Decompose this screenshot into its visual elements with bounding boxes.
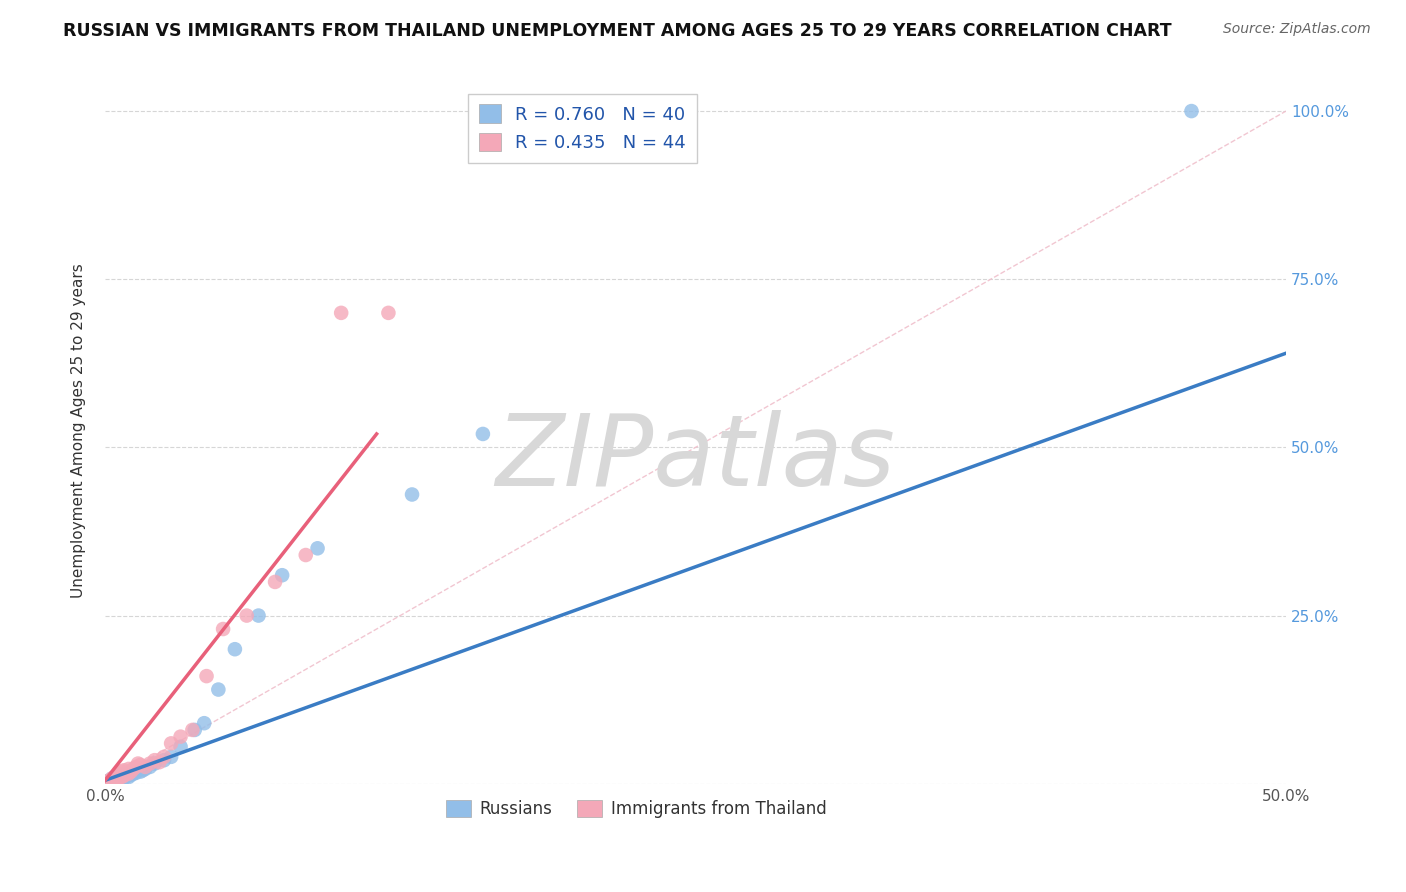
Point (122, 762, 145, 776)
Point (110, 770, 132, 784)
Point (153, 749, 176, 764)
Point (195, 669, 218, 683)
Point (125, 766, 148, 780)
Point (120, 768, 142, 782)
Point (294, 548, 316, 562)
Point (101, 772, 124, 786)
Point (193, 716, 215, 731)
Point (139, 760, 162, 774)
Point (112, 769, 135, 783)
Point (212, 622, 235, 636)
Text: RUSSIAN VS IMMIGRANTS FROM THAILAND UNEMPLOYMENT AMONG AGES 25 TO 29 YEARS CORRE: RUSSIAN VS IMMIGRANTS FROM THAILAND UNEM… (63, 22, 1171, 40)
Point (184, 723, 207, 737)
Point (108, 766, 131, 780)
Point (134, 762, 156, 776)
Point (148, 755, 170, 769)
Point (103, 773, 125, 788)
Point (105, 774, 128, 789)
Legend: Russians, Immigrants from Thailand: Russians, Immigrants from Thailand (440, 793, 834, 825)
Point (98, 773, 121, 788)
Point (120, 764, 142, 779)
Point (117, 766, 139, 780)
Point (110, 764, 132, 779)
Point (122, 766, 145, 780)
Point (101, 772, 124, 786)
Point (117, 766, 139, 780)
Text: ZIPatlas: ZIPatlas (495, 410, 896, 508)
Point (115, 769, 138, 783)
Point (108, 771, 131, 785)
Point (105, 769, 128, 783)
Point (96, 774, 118, 789)
Point (207, 682, 229, 697)
Point (134, 760, 156, 774)
Point (377, 306, 399, 320)
Point (96, 775, 118, 789)
Point (105, 772, 128, 786)
Point (153, 753, 176, 767)
Text: Source: ZipAtlas.com: Source: ZipAtlas.com (1223, 22, 1371, 37)
Point (139, 756, 162, 771)
Point (129, 758, 152, 772)
Point (224, 642, 246, 657)
Point (101, 772, 124, 787)
Point (169, 730, 191, 744)
Point (330, 306, 353, 320)
Point (110, 771, 132, 785)
Point (169, 739, 191, 754)
Point (101, 774, 124, 789)
Point (115, 766, 138, 780)
Point (96, 774, 118, 789)
Point (117, 762, 139, 776)
Point (160, 749, 183, 764)
Point (471, 426, 494, 441)
Point (271, 568, 294, 582)
Point (112, 764, 135, 778)
Point (103, 770, 125, 784)
Point (98, 775, 121, 789)
Point (101, 774, 124, 789)
Point (401, 487, 423, 501)
Point (307, 541, 329, 556)
Point (160, 736, 183, 750)
Point (103, 772, 125, 786)
Point (96, 776, 118, 790)
Point (125, 760, 148, 774)
Point (112, 772, 135, 786)
Point (117, 770, 139, 784)
Point (105, 772, 128, 787)
Y-axis label: Unemployment Among Ages 25 to 29 years: Unemployment Among Ages 25 to 29 years (72, 263, 86, 598)
Point (103, 773, 125, 788)
Point (143, 753, 166, 767)
Point (264, 574, 287, 589)
Point (132, 764, 155, 778)
Point (127, 756, 149, 771)
Point (108, 772, 131, 787)
Point (101, 772, 124, 787)
Point (98, 775, 121, 789)
Point (96, 776, 118, 790)
Point (235, 608, 257, 623)
Point (129, 764, 152, 779)
Point (112, 769, 135, 783)
Point (1180, 104, 1202, 119)
Point (98, 773, 121, 788)
Point (108, 770, 131, 784)
Point (247, 608, 270, 623)
Point (105, 772, 128, 786)
Point (103, 772, 125, 786)
Point (143, 756, 166, 771)
Point (181, 723, 204, 737)
Point (98, 774, 121, 789)
